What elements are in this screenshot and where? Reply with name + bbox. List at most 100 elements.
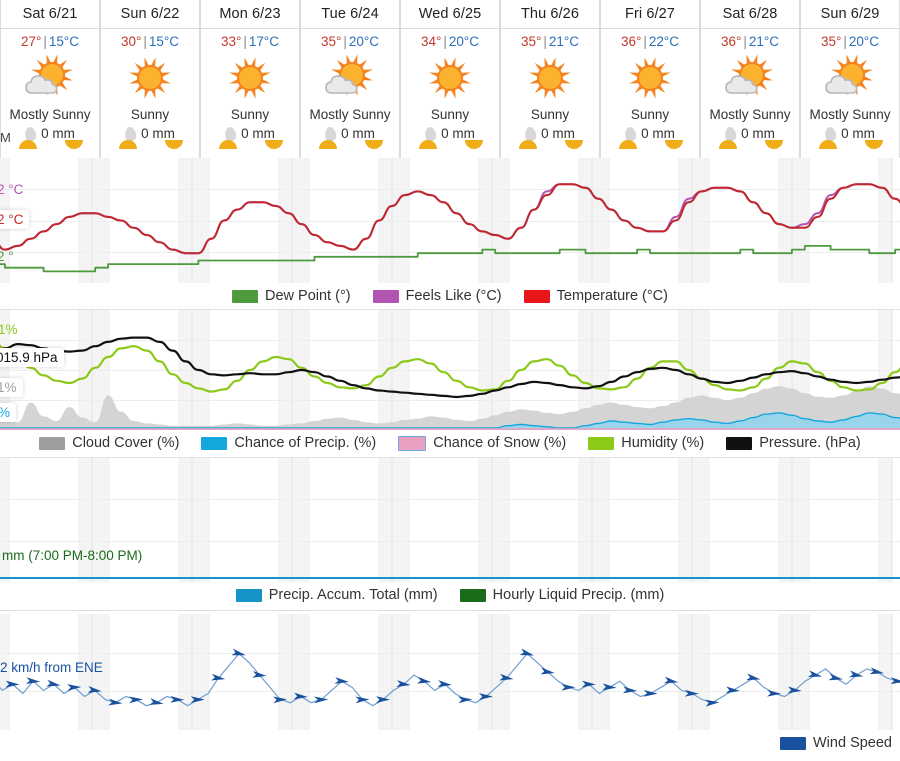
legend-label: Hourly Liquid Precip. (mm) (492, 587, 665, 603)
precipitation-plot[interactable] (0, 458, 900, 582)
legend-label: Cloud Cover (%) (72, 435, 180, 451)
legend-item[interactable]: Feels Like (°C) (372, 288, 502, 304)
day-header-divider (401, 28, 499, 29)
day-column[interactable]: Sat 6/21 27° | 15°C Mostly Sunny 0 mm (0, 0, 100, 158)
sunset-icon (865, 140, 884, 149)
legend-item[interactable]: Precip. Accum. Total (mm) (235, 587, 438, 603)
sunny-icon (529, 57, 571, 99)
day-low-temp: 20°C (348, 34, 380, 49)
wind-chart-panel[interactable]: 2 km/h from ENE (0, 614, 900, 730)
legend-swatch (459, 588, 486, 602)
legend-swatch (232, 289, 258, 303)
daily-forecast-strip: Sat 6/21 27° | 15°C Mostly Sunny 0 mm Sun 6/22… (0, 0, 900, 158)
day-column[interactable]: Sun 6/22 30° | 15°C Sunny 0 mm (100, 0, 200, 158)
legend-item[interactable]: Chance of Snow (%) (398, 435, 566, 451)
day-column[interactable]: Fri 6/27 36° | 22°C Sunny 0 mm (600, 0, 700, 158)
day-high-temp: 30° (120, 34, 142, 49)
temp-separator: | (43, 34, 47, 49)
legend-label: Wind Speed (813, 735, 892, 751)
wind-direction-arrow-icon (622, 686, 638, 694)
legend-item[interactable]: Humidity (%) (588, 435, 704, 451)
legend-item[interactable]: Dew Point (°) (232, 288, 351, 304)
humidity-tooltip-top: 1% (0, 322, 18, 337)
day-high-temp: 33° (220, 34, 242, 49)
precipitation-chart-panel[interactable]: mm (7:00 PM-8:00 PM) (0, 458, 900, 582)
day-weather-icon (218, 53, 282, 105)
legend-swatch (523, 289, 550, 303)
sunrise-icon (118, 140, 137, 149)
wind-direction-arrow-icon (767, 689, 782, 697)
raindrop-icon (124, 125, 138, 142)
sunrise-icon (18, 140, 37, 149)
conditions-plot[interactable] (0, 310, 900, 430)
temp-separator: | (143, 34, 147, 49)
legend-item[interactable]: Hourly Liquid Precip. (mm) (459, 587, 665, 603)
wind-direction-arrow-icon (314, 696, 329, 704)
day-name: Sat 6/28 (722, 6, 778, 22)
day-weather-icon (418, 53, 482, 105)
raindrop-icon (424, 125, 438, 142)
conditions-chart-panel[interactable]: 1% 015.9 hPa 1% % (0, 310, 900, 430)
day-precip-amount: 0 mm (141, 126, 175, 141)
day-high-temp: 27° (20, 34, 42, 49)
legend-item[interactable]: Pressure. (hPa) (726, 435, 861, 451)
sunset-icon (765, 140, 784, 149)
sunrise-icon (618, 140, 637, 149)
day-precip-row: 0 mm (624, 125, 675, 142)
wind-direction-arrow-icon (293, 692, 308, 700)
wind-direction-arrow-icon (25, 677, 41, 684)
day-header-divider (201, 28, 299, 29)
legend-swatch (726, 436, 753, 450)
sunrise-icon (418, 140, 437, 149)
wind-direction-arrow-icon (849, 670, 864, 678)
day-high-temp: 35° (520, 34, 542, 49)
day-weather-icon (18, 53, 82, 105)
sunrise-icon (518, 140, 537, 149)
day-column[interactable]: Tue 6/24 35° | 20°C Mostly Sunny 0 mm (300, 0, 400, 158)
legend-swatch (201, 436, 228, 450)
day-temperature-range: 30° | 15°C (121, 34, 179, 49)
wind-direction-arrow-icon (828, 673, 843, 681)
wind-direction-arrow-icon (890, 677, 900, 685)
sunset-icon (665, 140, 684, 149)
wind-direction-arrow-icon (643, 689, 658, 697)
pressure-tooltip: 015.9 hPa (0, 348, 64, 367)
legend-item[interactable]: Wind Speed (780, 735, 892, 751)
day-column[interactable]: Thu 6/26 35° | 21°C Sunny 0 mm (500, 0, 600, 158)
wind-legend: Wind Speed (0, 730, 900, 756)
temperature-plot[interactable] (0, 158, 900, 283)
temperature-chart-panel[interactable]: 2 °C 2 °C 2 ° (0, 158, 900, 283)
sunny-icon (129, 57, 171, 99)
sunrise-icon (218, 140, 237, 149)
day-condition-text: Sunny (230, 107, 270, 122)
sun-markers (101, 140, 199, 152)
wind-direction-arrow-icon (807, 670, 823, 677)
day-column[interactable]: Sun 6/29 35° | 20°C Mostly Sunny 0 mm (800, 0, 900, 158)
sun-markers (201, 140, 299, 152)
day-column[interactable]: Mon 6/23 33° | 17°C Sunny 0 mm (200, 0, 300, 158)
day-name: Sun 6/22 (120, 6, 180, 22)
day-column[interactable]: Sat 6/28 36° | 21°C Mostly Sunny 0 mm (700, 0, 800, 158)
day-condition-text: Sunny (530, 107, 570, 122)
wind-direction-arrow-icon (663, 676, 679, 684)
legend-label: Temperature (°C) (556, 288, 668, 304)
legend-label: Humidity (%) (621, 435, 705, 451)
day-header-divider (501, 28, 599, 29)
temperature-legend: Dew Point (°) Feels Like (°C) Temperature … (0, 283, 900, 309)
wind-direction-arrow-icon (210, 673, 226, 681)
legend-item[interactable]: Cloud Cover (%) (39, 435, 179, 451)
day-temperature-range: 36° | 21°C (721, 34, 779, 49)
temp-separator: | (243, 34, 247, 49)
wind-plot[interactable] (0, 614, 900, 730)
day-column[interactable]: Wed 6/25 34° | 20°C Sunny 0 mm (400, 0, 500, 158)
sunny-icon (229, 57, 271, 99)
day-precip-row: 0 mm (824, 125, 875, 142)
wind-direction-arrow-icon (581, 680, 596, 688)
legend-item[interactable]: Temperature (°C) (523, 288, 668, 304)
raindrop-icon (324, 125, 338, 142)
dew-point-tooltip: 2 ° (0, 249, 14, 264)
day-temperature-range: 36° | 22°C (621, 34, 679, 49)
day-precip-amount: 0 mm (41, 126, 75, 141)
legend-item[interactable]: Chance of Precip. (%) (201, 435, 376, 451)
